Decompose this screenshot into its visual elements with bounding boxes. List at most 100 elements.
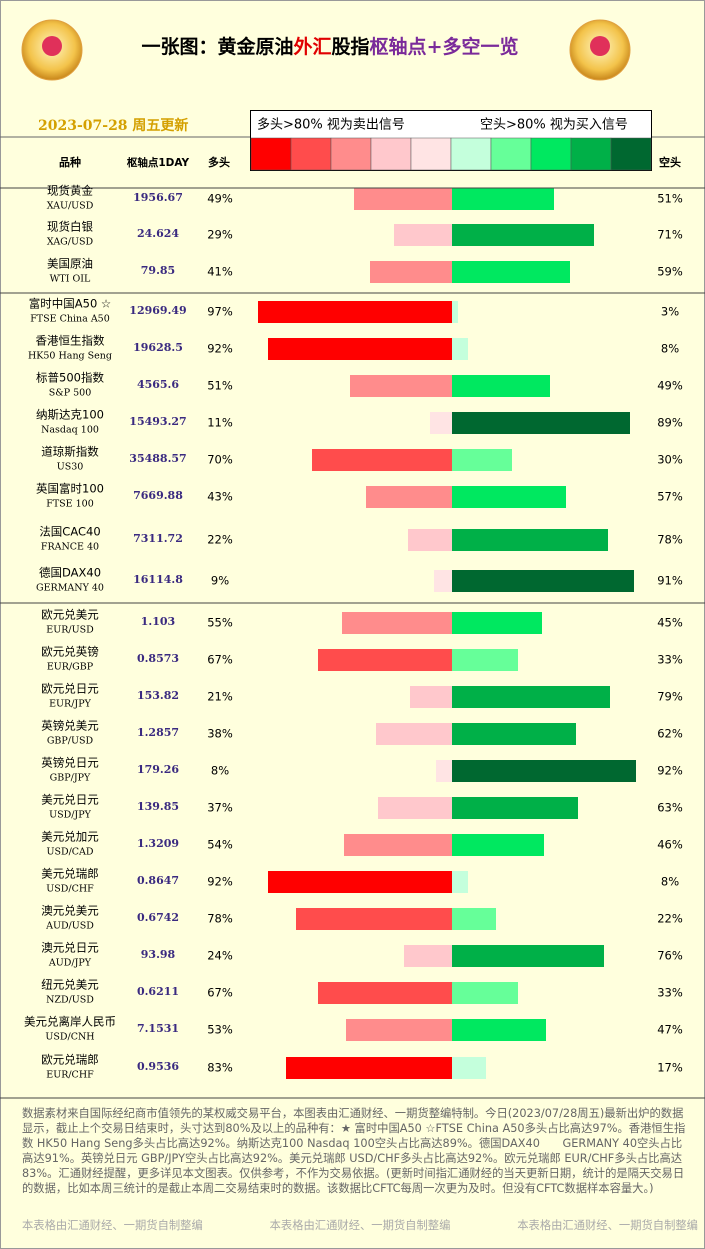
long-bar <box>408 529 452 551</box>
legend-swatch <box>610 137 652 171</box>
short-bar <box>452 1019 546 1041</box>
pivot: 0.8573 <box>137 652 179 665</box>
pivot: 93.98 <box>141 948 176 961</box>
title-part: 股指 <box>332 36 370 58</box>
long-bar <box>346 1019 452 1041</box>
long-bar <box>342 612 452 634</box>
short-pct: 78% <box>657 533 683 547</box>
long-pct: 67% <box>207 986 233 1000</box>
short-bar <box>452 1057 486 1079</box>
long-bar <box>258 301 452 323</box>
short-bar <box>452 723 576 745</box>
long-bar <box>376 723 452 745</box>
pivot: 15493.27 <box>129 415 186 428</box>
row-name: 澳元兑日元 <box>41 941 99 955</box>
row-name: 香港恒生指数 <box>36 334 105 348</box>
long-pct: 11% <box>207 416 233 430</box>
pivot: 79.85 <box>141 264 175 277</box>
row-code: Nasdaq 100 <box>41 425 99 436</box>
long-pct: 53% <box>207 1023 233 1037</box>
legend-swatch <box>570 137 612 171</box>
logo-right-mark <box>590 36 610 56</box>
pivot: 7.1531 <box>137 1022 179 1035</box>
pivot: 7669.88 <box>133 489 183 502</box>
row-code: WTI OIL <box>50 274 91 285</box>
legend-swatch <box>330 137 372 171</box>
row-code: USD/CHF <box>46 884 94 895</box>
col-short: 空头 <box>659 155 681 169</box>
short-bar <box>452 797 578 819</box>
short-bar <box>452 224 594 246</box>
short-pct: 51% <box>657 192 683 206</box>
short-pct: 89% <box>657 416 683 430</box>
short-pct: 49% <box>657 379 683 393</box>
row-name: 纽元兑美元 <box>41 978 99 992</box>
pivot: 0.6211 <box>137 985 179 998</box>
long-pct: 9% <box>211 574 229 588</box>
long-bar <box>312 449 452 471</box>
row-name: 英镑兑日元 <box>41 756 99 770</box>
short-pct: 3% <box>661 305 679 319</box>
credit: 本表格由汇通财经、一期货自制整编 <box>22 1219 203 1232</box>
row-code: NZD/USD <box>46 995 94 1006</box>
row-name: 欧元兑美元 <box>41 608 99 622</box>
short-bar <box>452 908 496 930</box>
row-code: USD/CNH <box>45 1032 94 1043</box>
pivot: 24.624 <box>137 227 179 240</box>
long-bar <box>436 760 452 782</box>
logo-left-mark <box>42 36 62 56</box>
short-pct: 57% <box>657 490 683 504</box>
long-pct: 54% <box>207 838 233 852</box>
row-name: 德国DAX40 <box>39 566 101 580</box>
pivot: 139.85 <box>137 800 179 813</box>
title-part: +多空一览 <box>427 35 519 58</box>
row-name: 富时中国A50 ☆ <box>29 297 111 311</box>
short-pct: 46% <box>657 838 683 852</box>
row-name: 美国原油 <box>47 257 93 271</box>
row-name: 英国富时100 <box>36 482 104 496</box>
row-code: AUD/JPY <box>48 958 92 969</box>
long-pct: 43% <box>207 490 233 504</box>
legend-swatch <box>450 137 492 171</box>
short-bar <box>452 686 610 708</box>
long-pct: 78% <box>207 912 233 926</box>
long-pct: 70% <box>207 453 233 467</box>
row-name: 欧元兑日元 <box>41 682 99 696</box>
short-bar <box>452 261 570 283</box>
long-bar <box>394 224 452 246</box>
long-pct: 92% <box>207 342 233 356</box>
long-bar <box>370 261 452 283</box>
long-bar <box>350 375 452 397</box>
row-code: EUR/CHF <box>46 1070 94 1081</box>
long-bar <box>268 338 452 360</box>
long-pct: 21% <box>207 690 233 704</box>
row-code: USD/CAD <box>46 847 93 858</box>
long-pct: 38% <box>207 727 233 741</box>
legend-swatch <box>490 137 532 171</box>
short-bar <box>452 449 512 471</box>
pivot: 1.2857 <box>137 726 179 739</box>
row-code: EUR/USD <box>46 625 94 636</box>
col-pivot: 枢轴点1DAY <box>127 156 190 169</box>
legend-swatch <box>530 137 572 171</box>
title-part: 外汇 <box>294 35 332 58</box>
pivot: 0.9536 <box>137 1060 179 1073</box>
short-bar <box>452 412 630 434</box>
legend-long: 多头>80% 视为卖出信号 <box>257 117 405 133</box>
short-bar <box>452 612 542 634</box>
pivot: 0.8647 <box>137 874 179 887</box>
long-bar <box>366 486 452 508</box>
long-pct: 83% <box>207 1061 233 1075</box>
short-bar <box>452 338 468 360</box>
footer-note: 数据素材来自国际经纪商市值领先的某权威交易平台，本图表由汇通财经、一期货整编特制… <box>22 1107 686 1195</box>
pivot: 35488.57 <box>129 452 186 465</box>
short-pct: 76% <box>657 949 683 963</box>
row-name: 澳元兑美元 <box>41 904 99 918</box>
long-pct: 49% <box>207 192 233 206</box>
row-name: 法国CAC40 <box>39 525 100 539</box>
row-code: S&P 500 <box>49 388 92 399</box>
pivot: 12969.49 <box>129 304 186 317</box>
long-bar <box>318 982 452 1004</box>
long-pct: 29% <box>207 228 233 242</box>
short-bar <box>452 529 608 551</box>
